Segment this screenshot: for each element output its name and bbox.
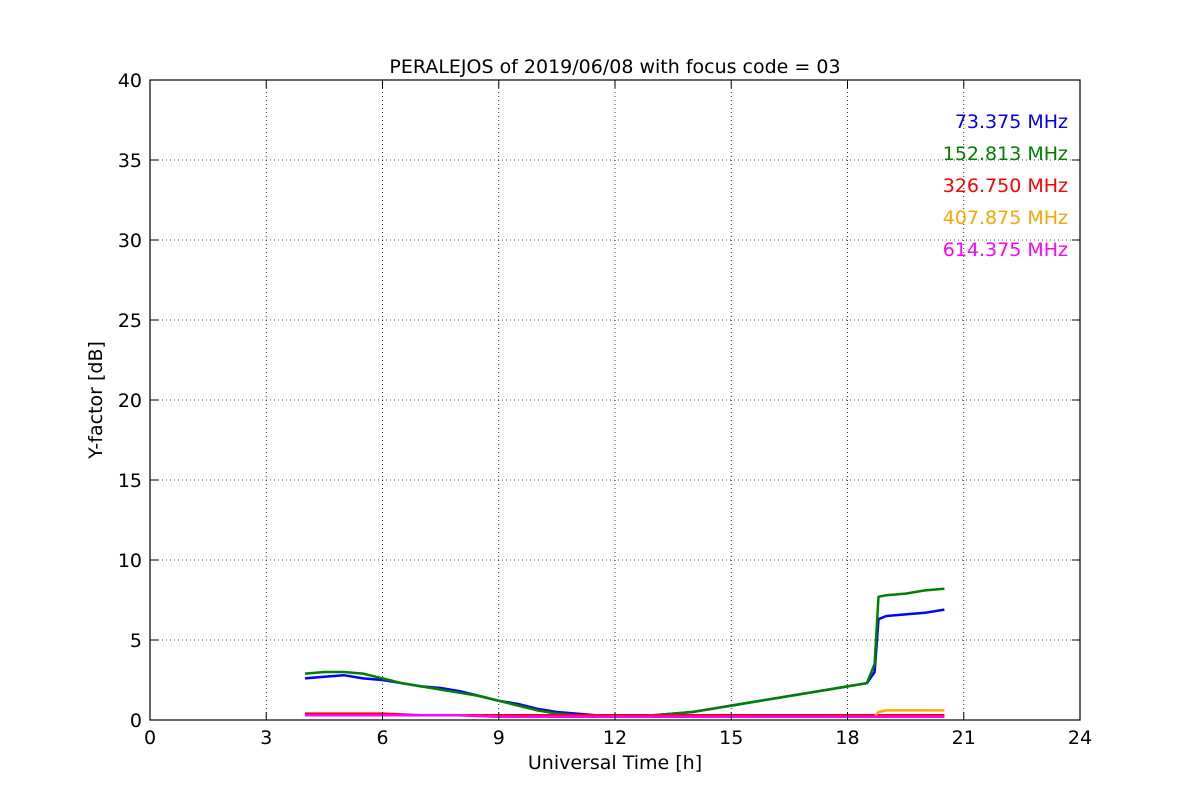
series-line-73-375-mhz [304,608,945,717]
y-tick-label: 40 [118,70,142,92]
y-tick-label: 35 [118,150,142,172]
legend-entry: 152.813 MHz [943,143,1068,165]
y-tick-label: 15 [118,470,142,492]
x-tick-label: 24 [1068,727,1092,749]
legend-entry: 614.375 MHz [943,239,1068,261]
y-tick-label: 25 [118,310,142,332]
x-tick-label: 18 [835,727,859,749]
axis-ticks: 0 3 6 9 12 15 18 21 24 0 5 10 15 20 25 30 35 40 [118,70,1092,749]
x-tick-label: 21 [952,727,976,749]
y-axis-label: Y-factor [dB] [85,341,107,460]
x-tick-label: 0 [144,727,156,749]
legend-entry: 326.750 MHz [943,175,1068,197]
grid-lines [150,80,1080,720]
y-tick-label: 0 [130,710,142,732]
y-tick-label: 20 [118,390,142,412]
series-lines [304,587,945,719]
series-line-152-813-mhz [304,587,945,717]
y-tick-label: 10 [118,550,142,572]
x-axis-label: Universal Time [h] [528,752,702,774]
x-tick-label: 3 [260,727,272,749]
y-tick-label: 5 [130,630,142,652]
x-tick-label: 12 [603,727,627,749]
series-line-614-375-mhz [305,713,945,719]
x-tick-label: 9 [493,727,505,749]
legend-entry: 407.875 MHz [943,207,1068,229]
legend: 73.375 MHz 152.813 MHz 326.750 MHz 407.875 … [943,111,1068,261]
y-tick-label: 30 [118,230,142,252]
legend-entry: 73.375 MHz [955,111,1068,133]
x-tick-label: 15 [719,727,743,749]
x-tick-label: 6 [376,727,388,749]
chart-title: PERALEJOS of 2019/06/08 with focus code … [389,56,840,78]
